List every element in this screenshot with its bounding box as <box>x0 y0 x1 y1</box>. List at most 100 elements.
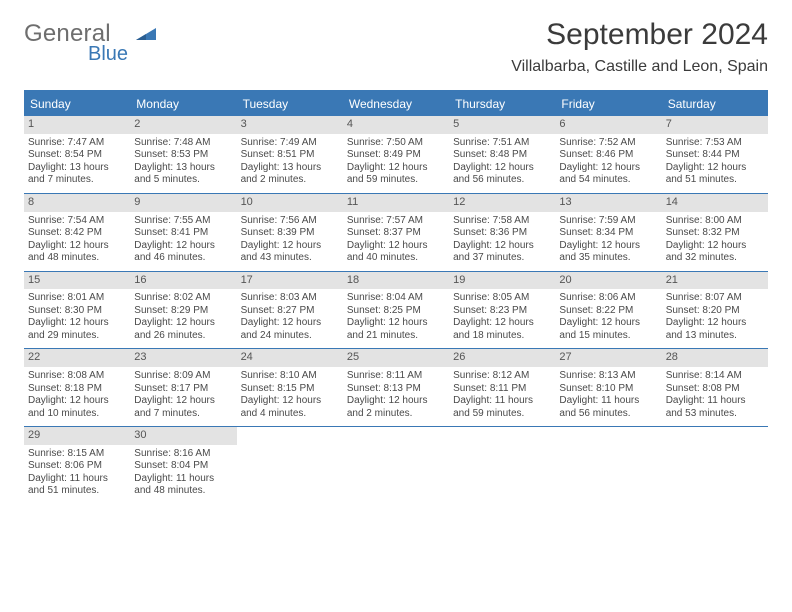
sunrise-text: Sunrise: 8:15 AM <box>28 448 126 461</box>
daylight-line1: Daylight: 12 hours <box>559 162 657 175</box>
day-number: 30 <box>130 427 236 445</box>
week-row: 8Sunrise: 7:54 AMSunset: 8:42 PMDaylight… <box>24 193 768 271</box>
daylight-line2: and 4 minutes. <box>241 408 339 421</box>
sunset-text: Sunset: 8:46 PM <box>559 149 657 162</box>
sunset-text: Sunset: 8:10 PM <box>559 383 657 396</box>
day-cell: 14Sunrise: 8:00 AMSunset: 8:32 PMDayligh… <box>662 194 768 271</box>
day-number: 21 <box>662 272 768 290</box>
sunset-text: Sunset: 8:04 PM <box>134 460 232 473</box>
weekday-header: Friday <box>555 92 661 116</box>
daylight-line2: and 21 minutes. <box>347 330 445 343</box>
sunset-text: Sunset: 8:49 PM <box>347 149 445 162</box>
day-cell-empty <box>343 427 449 504</box>
sunset-text: Sunset: 8:25 PM <box>347 305 445 318</box>
daylight-line1: Daylight: 11 hours <box>453 395 551 408</box>
day-cell: 17 Sunrise: 8:03 AMSunset: 8:27 PMDayligh… <box>237 272 343 349</box>
daylight-line2: and 37 minutes. <box>453 252 551 265</box>
daylight-line1: Daylight: 13 hours <box>134 162 232 175</box>
day-number: 4 <box>343 116 449 134</box>
day-cell: 4Sunrise: 7:50 AMSunset: 8:49 PMDaylight… <box>343 116 449 193</box>
day-number: 22 <box>24 349 130 367</box>
day-number: 19 <box>449 272 555 290</box>
sunset-text: Sunset: 8:23 PM <box>453 305 551 318</box>
sunrise-text: Sunrise: 7:58 AM <box>453 215 551 228</box>
sunset-text: Sunset: 8:42 PM <box>28 227 126 240</box>
sunset-text: Sunset: 8:11 PM <box>453 383 551 396</box>
daylight-line2: and 2 minutes. <box>241 174 339 187</box>
day-cell: 13Sunrise: 7:59 AMSunset: 8:34 PMDayligh… <box>555 194 661 271</box>
day-cell: 15Sunrise: 8:01 AMSunset: 8:30 PMDayligh… <box>24 272 130 349</box>
daylight-line2: and 26 minutes. <box>134 330 232 343</box>
weekday-header: Tuesday <box>237 92 343 116</box>
daylight-line2: and 5 minutes. <box>134 174 232 187</box>
day-cell: 7Sunrise: 7:53 AMSunset: 8:44 PMDaylight… <box>662 116 768 193</box>
daylight-line1: Daylight: 12 hours <box>453 240 551 253</box>
day-cell: 11Sunrise: 7:57 AMSunset: 8:37 PMDayligh… <box>343 194 449 271</box>
sunrise-text: Sunrise: 8:03 AM <box>241 292 339 305</box>
sunrise-text: Sunrise: 8:08 AM <box>28 370 126 383</box>
sunrise-text: Sunrise: 7:57 AM <box>347 215 445 228</box>
day-cell: 10Sunrise: 7:56 AMSunset: 8:39 PMDayligh… <box>237 194 343 271</box>
daylight-line2: and 15 minutes. <box>559 330 657 343</box>
day-cell: 22Sunrise: 8:08 AMSunset: 8:18 PMDayligh… <box>24 349 130 426</box>
daylight-line1: Daylight: 11 hours <box>28 473 126 486</box>
day-number: 15 <box>24 272 130 290</box>
sunrise-text: Sunrise: 8:13 AM <box>559 370 657 383</box>
weeks-container: 1Sunrise: 7:47 AMSunset: 8:54 PMDaylight… <box>24 116 768 504</box>
sunset-text: Sunset: 8:08 PM <box>666 383 764 396</box>
day-cell: 2Sunrise: 7:48 AMSunset: 8:53 PMDaylight… <box>130 116 236 193</box>
sunrise-text: Sunrise: 7:49 AM <box>241 137 339 150</box>
day-number: 8 <box>24 194 130 212</box>
day-number: 5 <box>449 116 555 134</box>
day-cell-empty <box>555 427 661 504</box>
daylight-line1: Daylight: 12 hours <box>559 317 657 330</box>
sunset-text: Sunset: 8:44 PM <box>666 149 764 162</box>
sunset-text: Sunset: 8:32 PM <box>666 227 764 240</box>
day-number: 29 <box>24 427 130 445</box>
day-cell: 30Sunrise: 8:16 AMSunset: 8:04 PMDayligh… <box>130 427 236 504</box>
sunrise-text: Sunrise: 7:59 AM <box>559 215 657 228</box>
daylight-line1: Daylight: 12 hours <box>453 162 551 175</box>
sunrise-text: Sunrise: 8:07 AM <box>666 292 764 305</box>
day-cell: 9Sunrise: 7:55 AMSunset: 8:41 PMDaylight… <box>130 194 236 271</box>
sunset-text: Sunset: 8:48 PM <box>453 149 551 162</box>
day-cell: 12Sunrise: 7:58 AMSunset: 8:36 PMDayligh… <box>449 194 555 271</box>
sunset-text: Sunset: 8:13 PM <box>347 383 445 396</box>
daylight-line2: and 43 minutes. <box>241 252 339 265</box>
title-block: September 2024 Villalbarba, Castille and… <box>511 18 768 76</box>
day-cell: 20Sunrise: 8:06 AMSunset: 8:22 PMDayligh… <box>555 272 661 349</box>
daylight-line1: Daylight: 12 hours <box>241 317 339 330</box>
daylight-line2: and 2 minutes. <box>347 408 445 421</box>
sunrise-text: Sunrise: 8:01 AM <box>28 292 126 305</box>
day-number: 7 <box>662 116 768 134</box>
sunset-text: Sunset: 8:30 PM <box>28 305 126 318</box>
day-number: 25 <box>343 349 449 367</box>
day-cell: 21Sunrise: 8:07 AMSunset: 8:20 PMDayligh… <box>662 272 768 349</box>
sunset-text: Sunset: 8:06 PM <box>28 460 126 473</box>
month-title: September 2024 <box>511 18 768 52</box>
daylight-line2: and 10 minutes. <box>28 408 126 421</box>
daylight-line2: and 7 minutes. <box>134 408 232 421</box>
day-cell: 8Sunrise: 7:54 AMSunset: 8:42 PMDaylight… <box>24 194 130 271</box>
sunrise-text: Sunrise: 7:55 AM <box>134 215 232 228</box>
day-number: 6 <box>555 116 661 134</box>
daylight-line2: and 51 minutes. <box>28 485 126 498</box>
sunset-text: Sunset: 8:27 PM <box>241 305 339 318</box>
sunset-text: Sunset: 8:22 PM <box>559 305 657 318</box>
daylight-line1: Daylight: 12 hours <box>559 240 657 253</box>
sunrise-text: Sunrise: 8:14 AM <box>666 370 764 383</box>
day-number: 10 <box>237 194 343 212</box>
day-number: 17 <box>237 272 343 290</box>
daylight-line1: Daylight: 11 hours <box>666 395 764 408</box>
daylight-line2: and 7 minutes. <box>28 174 126 187</box>
day-cell: 29 Sunrise: 8:15 AMSunset: 8:06 PMDayligh… <box>24 427 130 504</box>
sunrise-text: Sunrise: 8:05 AM <box>453 292 551 305</box>
day-cell: 1Sunrise: 7:47 AMSunset: 8:54 PMDaylight… <box>24 116 130 193</box>
sunrise-text: Sunrise: 7:50 AM <box>347 137 445 150</box>
sunrise-text: Sunrise: 7:48 AM <box>134 137 232 150</box>
daylight-line2: and 48 minutes. <box>134 485 232 498</box>
sunrise-text: Sunrise: 8:11 AM <box>347 370 445 383</box>
daylight-line2: and 48 minutes. <box>28 252 126 265</box>
daylight-line1: Daylight: 12 hours <box>666 240 764 253</box>
daylight-line1: Daylight: 12 hours <box>134 240 232 253</box>
